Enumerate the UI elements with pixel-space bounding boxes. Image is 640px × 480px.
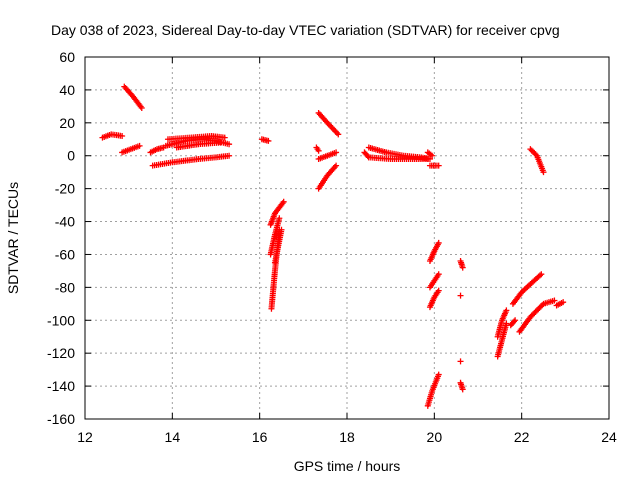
- x-tick-label: 12: [77, 429, 93, 445]
- data-point: [226, 141, 233, 148]
- data-point: [217, 139, 224, 146]
- data-point: [551, 297, 558, 304]
- x-tick-label: 24: [601, 429, 617, 445]
- data-point: [540, 169, 547, 176]
- data-point: [539, 302, 546, 309]
- y-tick-label: 60: [59, 49, 75, 65]
- data-point: [532, 151, 539, 158]
- data-point: [459, 386, 466, 393]
- y-tick-label: 20: [59, 115, 75, 131]
- data-point: [457, 358, 464, 365]
- data-point: [335, 131, 342, 138]
- data-point: [457, 292, 464, 299]
- data-point: [278, 226, 285, 233]
- data-point: [333, 162, 340, 169]
- x-tick-label: 22: [514, 429, 530, 445]
- data-point: [119, 132, 126, 139]
- data-point: [511, 318, 518, 325]
- data-point: [512, 317, 519, 324]
- y-axis-label: SDTVAR / TECUs: [5, 182, 21, 294]
- data-point: [435, 239, 442, 246]
- x-axis-label: GPS time / hours: [294, 458, 401, 474]
- data-point: [136, 142, 143, 149]
- data-point: [265, 137, 272, 144]
- y-tick-label: 40: [59, 82, 75, 98]
- data-point: [560, 299, 567, 306]
- data-point: [435, 371, 442, 378]
- x-tick-label: 14: [165, 429, 181, 445]
- data-point: [364, 153, 371, 160]
- x-tick-label: 16: [252, 429, 268, 445]
- data-point: [276, 215, 283, 222]
- data-point: [503, 307, 510, 314]
- data-point: [503, 320, 510, 327]
- data-point: [138, 105, 145, 112]
- y-tick-label: -80: [55, 279, 75, 295]
- y-tick-label: -60: [55, 246, 75, 262]
- axes: 12 14 16 18 20 22 24 60 40 20 0 -20 -40 -60 -80 -100 -12…: [47, 49, 617, 445]
- y-tick-label: -100: [47, 312, 75, 328]
- data-point: [429, 152, 436, 159]
- data-point: [280, 198, 287, 205]
- data-point: [424, 156, 431, 163]
- data-point: [435, 287, 442, 294]
- x-tick-label: 20: [427, 429, 443, 445]
- data-point: [333, 149, 340, 156]
- y-tick-label: -40: [55, 214, 75, 230]
- data-points: [99, 83, 567, 409]
- x-tick-label: 18: [339, 429, 355, 445]
- chart-title: Day 038 of 2023, Sidereal Day-to-day VTE…: [51, 22, 560, 38]
- data-point: [226, 152, 233, 159]
- data-point: [315, 147, 322, 154]
- grid: [85, 57, 609, 419]
- data-point: [435, 271, 442, 278]
- data-point: [435, 162, 442, 169]
- y-tick-label: -120: [47, 345, 75, 361]
- data-point: [221, 134, 228, 141]
- data-point: [538, 271, 545, 278]
- data-point: [459, 264, 466, 271]
- y-tick-label: -160: [47, 411, 75, 427]
- y-tick-label: 0: [67, 148, 75, 164]
- y-tick-label: -20: [55, 181, 75, 197]
- y-tick-label: -140: [47, 378, 75, 394]
